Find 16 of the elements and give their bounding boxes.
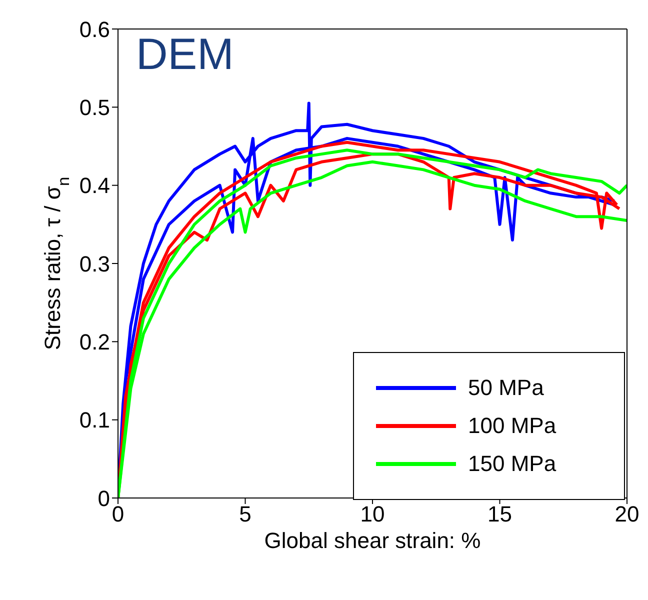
y-tick-label: 0.2 bbox=[79, 329, 110, 354]
y-tick-label: 0.6 bbox=[79, 16, 110, 42]
legend-label: 100 MPa bbox=[468, 413, 556, 439]
x-tick-label: 10 bbox=[360, 502, 385, 527]
legend-label: 150 MPa bbox=[468, 451, 556, 477]
x-tick-label: 5 bbox=[239, 502, 252, 527]
y-tick-label: 0.5 bbox=[79, 94, 110, 120]
x-tick-label: 15 bbox=[488, 502, 512, 527]
y-tick-label: 0.4 bbox=[79, 173, 110, 198]
y-tick-label: 0.1 bbox=[79, 408, 110, 433]
annotation: DEM bbox=[136, 30, 234, 80]
x-tick-label: 20 bbox=[614, 502, 640, 527]
legend-label: 50 MPa bbox=[468, 375, 544, 401]
x-axis-title: Global shear strain: % bbox=[264, 528, 481, 553]
y-tick-label: 0 bbox=[98, 486, 110, 511]
y-tick-label: 0.3 bbox=[79, 251, 110, 276]
